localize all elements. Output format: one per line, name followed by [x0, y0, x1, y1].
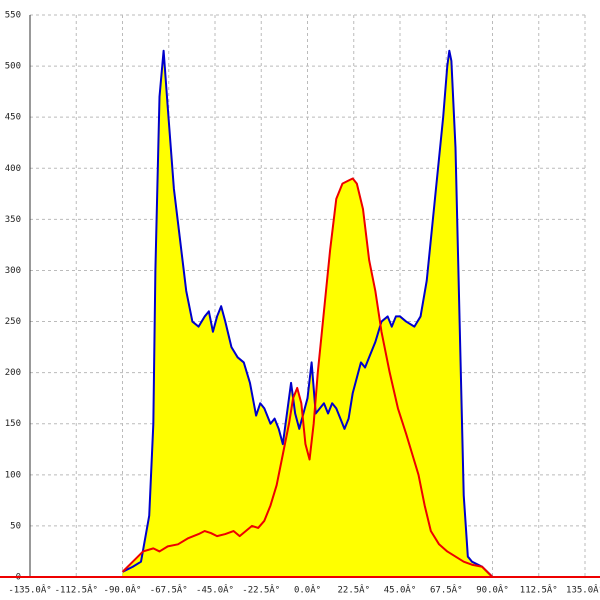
y-tick-label: 350	[5, 215, 21, 225]
x-tick-label: -45.0Â°	[196, 584, 234, 596]
y-tick-label: 200	[5, 368, 21, 378]
x-tick-label: 45.0Â°	[384, 584, 417, 596]
x-tick-label: -112.5Â°	[55, 584, 98, 596]
y-tick-label: 400	[5, 164, 21, 174]
x-tick-label: 112.5Â°	[520, 584, 558, 596]
y-tick-label: 500	[5, 62, 21, 72]
y-tick-label: 300	[5, 266, 21, 276]
y-tick-label: 550	[5, 11, 21, 21]
y-tick-label: 100	[5, 470, 21, 480]
line	[122, 49, 494, 578]
y-tick-label: 150	[5, 419, 21, 429]
x-tick-label: 0.0Â°	[294, 584, 321, 596]
line	[121, 177, 494, 578]
x-tick-label: 67.5Â°	[430, 584, 463, 596]
x-tick-label: 90.0Â°	[476, 584, 509, 596]
x-tick-label: -67.5Â°	[150, 584, 188, 596]
y-tick-label: 450	[5, 113, 21, 123]
y-tick-label: 50	[10, 521, 21, 531]
area	[122, 178, 493, 577]
x-tick-label: -90.0Â°	[104, 584, 142, 596]
x-tick-label: -135.0Â°	[8, 584, 51, 596]
x-tick-label: 22.5Â°	[337, 584, 370, 596]
y-tick-label: 250	[5, 317, 21, 327]
x-tick-label: 135.0Â°	[566, 584, 600, 596]
x-tick-label: -22.5Â°	[242, 584, 280, 596]
